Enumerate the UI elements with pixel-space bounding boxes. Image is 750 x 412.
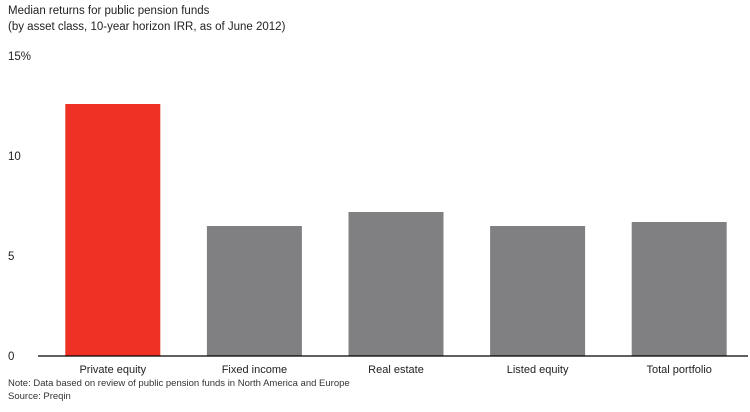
bar	[65, 104, 161, 356]
x-tick-label: Fixed income	[222, 364, 287, 376]
bar	[348, 212, 444, 356]
x-tick-label: Private equity	[79, 364, 146, 376]
bar	[490, 226, 586, 356]
chart-note: Note: Data based on review of public pen…	[8, 378, 350, 389]
y-tick-label: 5	[8, 251, 14, 263]
x-tick-label: Listed equity	[507, 364, 569, 376]
bar	[206, 226, 302, 356]
x-tick-label: Total portfolio	[646, 364, 711, 376]
chart-source: Source: Preqin	[8, 391, 71, 402]
y-tick-label: 15%	[8, 51, 31, 63]
bar	[631, 222, 727, 356]
chart-title: Median returns for public pension funds	[8, 5, 210, 17]
chart-subtitle: (by asset class, 10-year horizon IRR, as…	[8, 21, 286, 33]
y-tick-label: 0	[8, 351, 14, 363]
x-tick-label: Real estate	[368, 364, 424, 376]
y-tick-label: 10	[8, 151, 21, 163]
